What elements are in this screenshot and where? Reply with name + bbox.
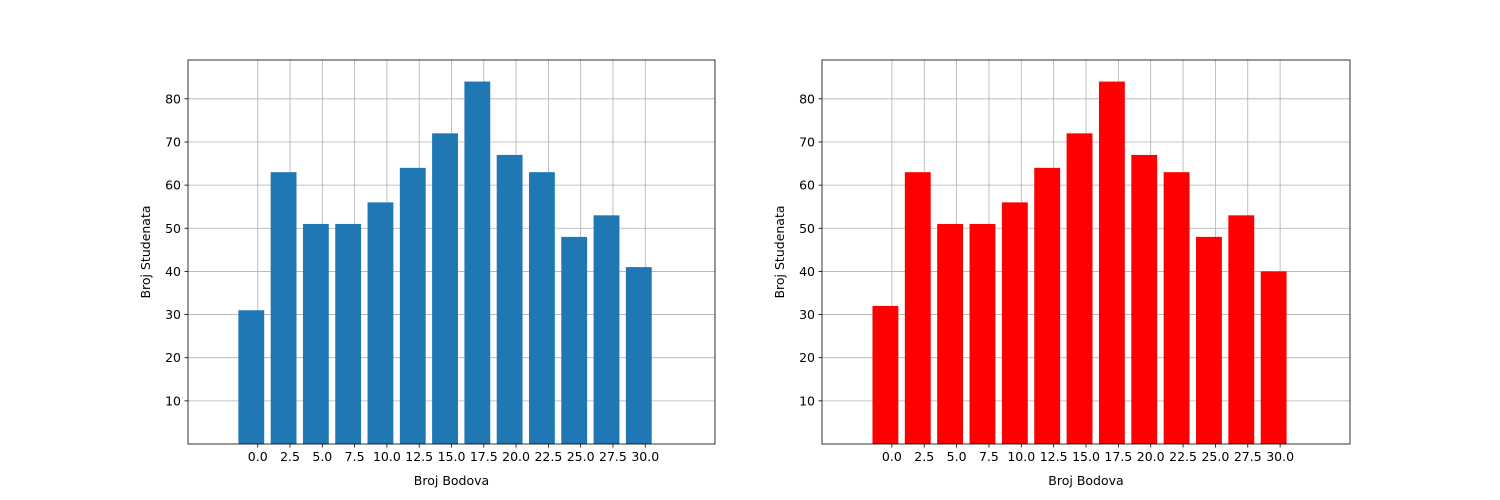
y-ticks: 10 20 30 40 50 60 70 80 bbox=[165, 91, 188, 408]
bar bbox=[432, 133, 458, 444]
x-tick-label: 0.0 bbox=[882, 449, 902, 464]
x-tick-label: 12.5 bbox=[1040, 449, 1068, 464]
bar bbox=[561, 236, 588, 444]
chart-left: 0.0 2.5 5.0 7.5 10.0 12.5 15.0 17.5 20.0 22.5 25.0… bbox=[138, 59, 716, 488]
y-axis-label: Broj Studenata bbox=[772, 205, 787, 298]
x-tick-label: 22.5 bbox=[534, 449, 562, 464]
x-tick-label: 0.0 bbox=[248, 449, 268, 464]
x-tick-label: 12.5 bbox=[405, 449, 433, 464]
y-tick-label: 80 bbox=[799, 91, 815, 106]
bar bbox=[593, 215, 620, 444]
bar bbox=[270, 172, 297, 444]
x-tick-label: 5.0 bbox=[947, 449, 967, 464]
x-tick-label: 7.5 bbox=[345, 449, 365, 464]
y-tick-label: 40 bbox=[165, 264, 181, 279]
x-tick-label: 30.0 bbox=[1266, 449, 1294, 464]
bars bbox=[872, 81, 1287, 445]
chart-right: 0.0 2.5 5.0 7.5 10.0 12.5 15.0 17.5 20.0 22.5 25.0… bbox=[772, 59, 1351, 488]
x-tick-label: 22.5 bbox=[1169, 449, 1197, 464]
bar bbox=[969, 223, 996, 444]
x-tick-label: 17.5 bbox=[1104, 449, 1132, 464]
bar bbox=[1163, 172, 1190, 444]
y-tick-label: 80 bbox=[165, 91, 181, 106]
x-tick-label: 20.0 bbox=[1137, 449, 1165, 464]
bar bbox=[904, 172, 931, 444]
bar bbox=[1131, 154, 1158, 445]
y-tick-label: 10 bbox=[799, 393, 815, 408]
y-tick-label: 20 bbox=[165, 350, 181, 365]
x-tick-label: 20.0 bbox=[502, 449, 530, 464]
bar bbox=[872, 305, 899, 444]
x-tick-label: 10.0 bbox=[373, 449, 401, 464]
x-tick-label: 30.0 bbox=[631, 449, 659, 464]
y-tick-label: 30 bbox=[165, 307, 181, 322]
bar bbox=[238, 310, 265, 444]
bar bbox=[367, 202, 394, 444]
bar bbox=[335, 223, 362, 444]
bar bbox=[1196, 236, 1222, 444]
y-tick-label: 50 bbox=[799, 221, 815, 236]
x-ticks: 0.0 2.5 5.0 7.5 10.0 12.5 15.0 17.5 20.0 22.5 25.0… bbox=[248, 444, 659, 464]
y-tick-label: 60 bbox=[165, 178, 181, 193]
bar bbox=[399, 167, 426, 444]
y-tick-label: 10 bbox=[165, 393, 181, 408]
bar bbox=[496, 154, 523, 445]
y-tick-label: 40 bbox=[799, 264, 815, 279]
y-tick-label: 70 bbox=[165, 134, 181, 149]
bar bbox=[625, 267, 652, 444]
bar bbox=[1034, 167, 1061, 444]
x-tick-label: 2.5 bbox=[914, 449, 934, 464]
y-tick-label: 50 bbox=[165, 221, 181, 236]
bar bbox=[1228, 215, 1255, 444]
x-tick-label: 2.5 bbox=[280, 449, 300, 464]
y-ticks: 10 20 30 40 50 60 70 80 bbox=[799, 91, 822, 408]
x-tick-label: 17.5 bbox=[470, 449, 498, 464]
y-tick-label: 30 bbox=[799, 307, 815, 322]
x-tick-label: 15.0 bbox=[1072, 449, 1100, 464]
bar bbox=[1066, 133, 1093, 444]
bar bbox=[529, 172, 555, 444]
bar bbox=[937, 223, 964, 444]
x-axis-label: Broj Bodova bbox=[414, 473, 489, 488]
bar bbox=[302, 223, 329, 444]
bar bbox=[1001, 202, 1028, 444]
x-tick-label: 5.0 bbox=[312, 449, 332, 464]
bar bbox=[464, 81, 491, 445]
x-tick-label: 25.0 bbox=[567, 449, 595, 464]
x-tick-label: 27.5 bbox=[1234, 449, 1262, 464]
bar bbox=[1260, 271, 1287, 444]
bars bbox=[238, 81, 652, 445]
y-tick-label: 20 bbox=[799, 350, 815, 365]
x-ticks: 0.0 2.5 5.0 7.5 10.0 12.5 15.0 17.5 20.0 22.5 25.0… bbox=[882, 444, 1294, 464]
bar bbox=[1098, 81, 1125, 445]
x-tick-label: 15.0 bbox=[438, 449, 466, 464]
x-tick-label: 25.0 bbox=[1201, 449, 1229, 464]
y-axis-label: Broj Studenata bbox=[138, 205, 153, 298]
x-tick-label: 27.5 bbox=[599, 449, 627, 464]
x-tick-label: 10.0 bbox=[1007, 449, 1035, 464]
x-tick-label: 7.5 bbox=[979, 449, 999, 464]
x-axis-label: Broj Bodova bbox=[1048, 473, 1123, 488]
y-tick-label: 60 bbox=[799, 178, 815, 193]
y-tick-label: 70 bbox=[799, 134, 815, 149]
